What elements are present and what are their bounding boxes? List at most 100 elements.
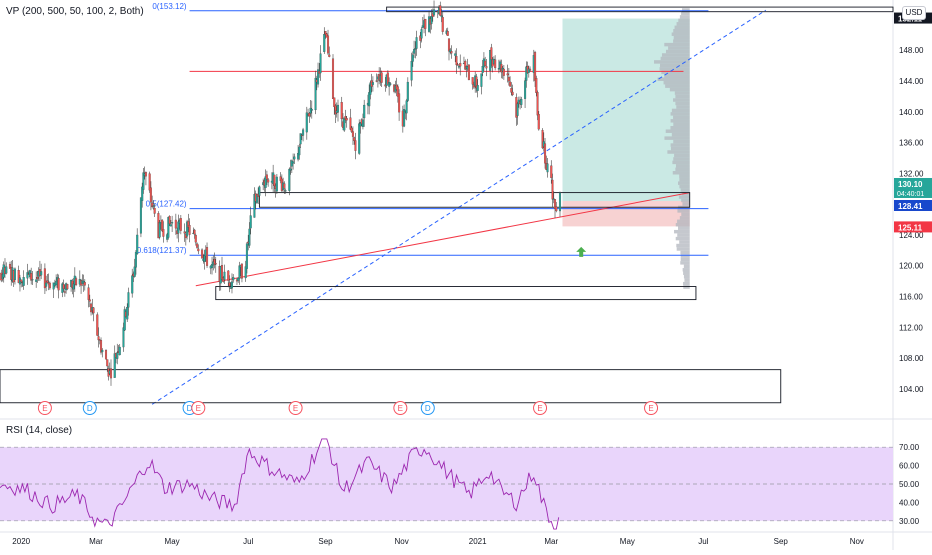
candle-body[interactable] [162, 229, 165, 237]
candle-body[interactable] [550, 165, 553, 178]
candle-body[interactable] [214, 263, 217, 265]
dividend-marker[interactable] [82, 401, 97, 415]
candle-body[interactable] [240, 263, 243, 279]
candle-body[interactable] [551, 179, 554, 200]
candle-body[interactable] [494, 59, 497, 69]
candle-body[interactable] [506, 73, 509, 76]
candle-body[interactable] [467, 64, 470, 81]
candle-body[interactable] [424, 18, 427, 29]
candle-body[interactable] [544, 143, 547, 164]
candle-body[interactable] [298, 146, 301, 156]
zone-rectangle[interactable] [0, 369, 782, 404]
candle-body[interactable] [334, 105, 337, 115]
candle-body[interactable] [126, 307, 129, 320]
candle-body[interactable] [183, 231, 186, 234]
candle-body[interactable] [43, 268, 46, 289]
candle-body[interactable] [230, 281, 234, 289]
candle-body[interactable] [118, 346, 121, 356]
candle-body[interactable] [441, 17, 444, 32]
candle-body[interactable] [403, 109, 406, 127]
candle-body[interactable] [481, 66, 484, 73]
candle-body[interactable] [26, 272, 29, 279]
candle-body[interactable] [325, 33, 328, 38]
candle-body[interactable] [509, 81, 512, 87]
candle-body[interactable] [344, 116, 347, 121]
candle-body[interactable] [265, 174, 268, 180]
candle-body[interactable] [22, 277, 25, 286]
candle-body[interactable] [433, 9, 436, 16]
candle-body[interactable] [245, 243, 248, 269]
candle-body[interactable] [537, 114, 540, 130]
earnings-marker[interactable] [37, 401, 52, 415]
candle-body[interactable] [450, 51, 453, 54]
candle-body[interactable] [193, 229, 196, 235]
candle-body[interactable] [220, 265, 224, 280]
candle-body[interactable] [203, 255, 206, 262]
candle-body[interactable] [151, 202, 154, 208]
candle-body[interactable] [319, 53, 322, 74]
candle-body[interactable] [97, 336, 100, 341]
dividend-marker[interactable] [420, 401, 435, 415]
candle-body[interactable] [177, 221, 180, 234]
candle-body[interactable] [552, 198, 555, 200]
candle-body[interactable] [273, 174, 276, 186]
candle-body[interactable] [186, 221, 189, 237]
currency-button[interactable]: USD [902, 6, 926, 20]
candle-body[interactable] [106, 359, 109, 367]
candle-body[interactable] [413, 49, 416, 54]
candle-body[interactable] [553, 199, 557, 209]
candle-body[interactable] [396, 86, 399, 97]
zone-rectangle[interactable] [386, 6, 894, 13]
candle-body[interactable] [116, 352, 119, 359]
candle-body[interactable] [411, 54, 414, 62]
candle-body[interactable] [283, 183, 286, 189]
candle-body[interactable] [476, 85, 479, 91]
candle-body[interactable] [520, 99, 523, 105]
candle-body[interactable] [123, 309, 126, 331]
candle-body[interactable] [153, 207, 156, 214]
candle-body[interactable] [535, 78, 538, 94]
candle-body[interactable] [314, 77, 317, 111]
candle-body[interactable] [113, 353, 116, 378]
candle-body[interactable] [99, 340, 103, 353]
candle-body[interactable] [20, 279, 23, 282]
candle-body[interactable] [527, 68, 530, 73]
candle-body[interactable] [480, 73, 483, 87]
candle-body[interactable] [485, 66, 488, 69]
candle-body[interactable] [144, 172, 147, 177]
candle-body[interactable] [558, 192, 562, 212]
candle-body[interactable] [267, 179, 270, 183]
candle-body[interactable] [35, 279, 38, 282]
candle-body[interactable] [293, 156, 296, 160]
candle-body[interactable] [101, 349, 104, 353]
candle-body[interactable] [389, 83, 392, 85]
candle-body[interactable] [249, 215, 252, 229]
candle-body[interactable] [87, 287, 90, 300]
candle-body[interactable] [349, 117, 352, 130]
candle-body[interactable] [326, 35, 330, 54]
candle-body[interactable] [405, 100, 408, 114]
candle-body[interactable] [149, 187, 152, 203]
candle-body[interactable] [104, 349, 108, 360]
candle-body[interactable] [440, 15, 443, 17]
candle-body[interactable] [454, 53, 457, 56]
candle-body[interactable] [490, 47, 493, 60]
rsi-line[interactable] [0, 438, 560, 530]
candle-body[interactable] [72, 283, 75, 290]
candle-body[interactable] [323, 34, 326, 52]
candle-body[interactable] [343, 117, 346, 131]
candle-body[interactable] [63, 291, 66, 293]
candle-body[interactable] [31, 279, 34, 281]
candle-body[interactable] [139, 197, 142, 234]
candle-body[interactable] [290, 160, 293, 167]
candle-body[interactable] [197, 248, 200, 252]
candle-body[interactable] [201, 249, 204, 259]
candle-body[interactable] [525, 66, 528, 81]
candle-body[interactable] [228, 282, 231, 287]
candle-body[interactable] [414, 48, 417, 50]
candle-body[interactable] [264, 176, 267, 188]
candle-body[interactable] [169, 224, 172, 227]
candle-body[interactable] [244, 266, 247, 279]
